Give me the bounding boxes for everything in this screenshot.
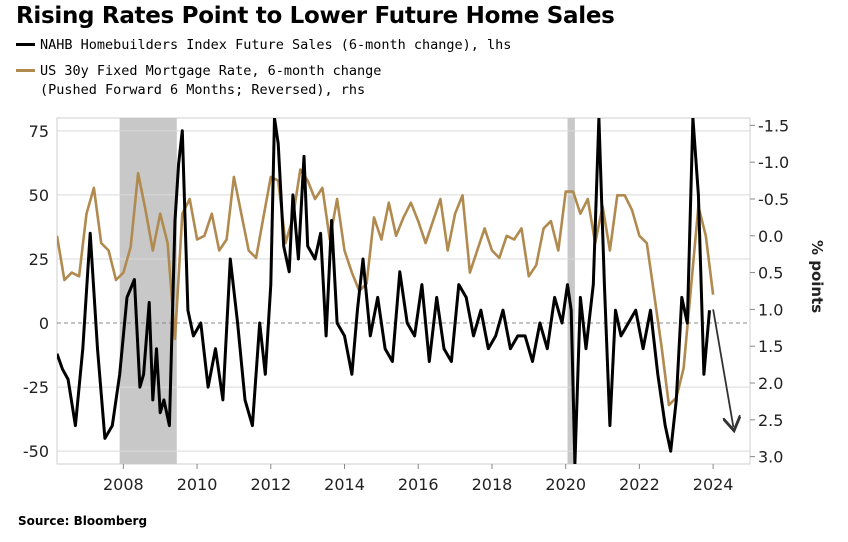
y-left-tick-label-1: 50 (29, 186, 49, 205)
legend-swatch-mortgage (16, 68, 35, 72)
right-axis-label: % points (808, 240, 826, 313)
series-lines (57, 118, 715, 464)
y-right-tick-label-3: 0.0 (758, 227, 783, 246)
chart-title: Rising Rates Point to Lower Future Home … (16, 3, 615, 29)
series-line-nahb (57, 118, 711, 464)
x-tick-label-6: 2020 (545, 475, 586, 494)
x-tick-label-3: 2014 (324, 475, 365, 494)
annotations (712, 309, 733, 427)
legend-entry-mortgage: US 30y Fixed Mortgage Rate, 6-month chan… (16, 62, 381, 100)
y-left-tick-label-5: -50 (23, 442, 49, 461)
forecast-arrow-0 (712, 309, 733, 427)
series-line-mortgage (57, 168, 715, 407)
y-right-tick-label-6: 1.5 (758, 337, 783, 356)
y-right-tick-label-5: 1.0 (758, 300, 783, 319)
y-right-tick-label-4: 0.5 (758, 264, 783, 283)
x-tick-label-4: 2016 (398, 475, 439, 494)
y-left-tick-label-2: 25 (29, 250, 49, 269)
x-tick-label-1: 2010 (177, 475, 218, 494)
x-tick-label-7: 2022 (619, 475, 660, 494)
y-left-tick-label-0: 75 (29, 122, 49, 141)
x-tick-label-0: 2008 (103, 475, 144, 494)
y-right-tick-label-0: -1.5 (758, 116, 789, 135)
x-tick-label-8: 2024 (693, 475, 734, 494)
legend-label-nahb: NAHB Homebuilders Index Future Sales (6-… (40, 37, 512, 53)
legend-swatch-nahb (16, 42, 35, 46)
gridlines (57, 130, 750, 452)
x-tick-label-5: 2018 (472, 475, 513, 494)
y-left-tick-label-3: 0 (39, 314, 49, 333)
recession-band-1 (567, 118, 575, 464)
source-note: Source: Bloomberg (18, 514, 148, 528)
legend-label-mortgage-line2: (Pushed Forward 6 Months; Reversed), rhs (40, 82, 366, 98)
y-right-tick-label-8: 2.5 (758, 411, 783, 430)
y-right-tick-label-2: -0.5 (758, 190, 789, 209)
y-right-tick-label-1: -1.0 (758, 153, 789, 172)
axis-ticks: 75 50 25 0 -25 -50 -1.5 -1.0 -0.5 0.0 0.5 1.0 1.5 2.0… (23, 116, 789, 494)
legend-entry-nahb: NAHB Homebuilders Index Future Sales (6-… (16, 36, 511, 55)
x-tick-label-2: 2012 (250, 475, 291, 494)
y-right-tick-label-9: 3.0 (758, 448, 783, 467)
y-left-tick-label-4: -25 (23, 378, 49, 397)
y-right-tick-label-7: 2.0 (758, 374, 783, 393)
legend-label-mortgage-line1: US 30y Fixed Mortgage Rate, 6-month chan… (40, 63, 382, 79)
